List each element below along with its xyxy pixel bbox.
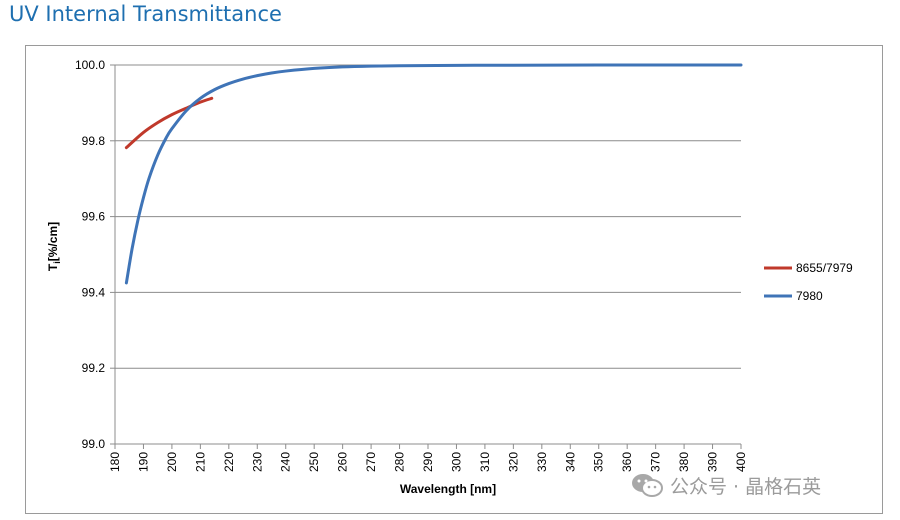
x-tick-label: 220 — [222, 452, 236, 472]
x-tick-label: 360 — [620, 452, 634, 472]
x-tick-label: 250 — [307, 452, 321, 472]
y-tick-label: 99.2 — [82, 361, 106, 375]
y-tick-label: 99.0 — [82, 437, 106, 451]
wechat-bubble-icon — [632, 474, 663, 497]
x-tick-label: 310 — [478, 452, 492, 472]
watermark-text: 公众号 · 晶格石英 — [670, 475, 822, 498]
y-tick-label: 99.8 — [82, 134, 106, 148]
x-tick-label: 270 — [364, 452, 378, 472]
legend-label-8655-7979: 8655/7979 — [796, 261, 853, 275]
axes-layer: 99.0 99.2 99.4 99.6 99.8 100.0 180 190 200 210 220… — [75, 58, 748, 472]
legend-layer: 8655/7979 7980 — [764, 261, 853, 303]
legend-label-7980: 7980 — [796, 289, 823, 303]
series-layer — [124, 63, 743, 285]
x-tick-label: 330 — [535, 452, 549, 472]
x-tick-label: 230 — [250, 452, 264, 472]
x-tick-label: 340 — [563, 452, 577, 472]
series-line-7980 — [124, 63, 743, 285]
y-tick-label: 100.0 — [75, 58, 105, 72]
x-tick-label: 240 — [279, 452, 293, 472]
x-tick-label: 260 — [336, 452, 350, 472]
x-tick-label: 180 — [108, 452, 122, 472]
y-axis-title: Ti[%/cm] — [46, 222, 62, 271]
series-line-8655-7979 — [124, 96, 214, 150]
x-tick-label: 280 — [393, 452, 407, 472]
page-title: UV Internal Transmittance — [9, 2, 282, 26]
y-tick-label: 99.6 — [82, 210, 106, 224]
x-tick-label: 290 — [421, 452, 435, 472]
x-tick-label: 190 — [136, 452, 150, 472]
watermark: 公众号 · 晶格石英 — [630, 472, 821, 498]
chart-frame — [25, 45, 883, 514]
x-tick-label: 370 — [649, 452, 663, 472]
y-axis-title-main: T — [46, 263, 60, 271]
x-tick-label: 300 — [449, 452, 463, 472]
y-axis-title-subscript: i — [52, 261, 62, 264]
x-tick-label: 390 — [706, 452, 720, 472]
x-tick-label: 380 — [677, 452, 691, 472]
x-tick-label: 200 — [165, 452, 179, 472]
x-axis-title: Wavelength [nm] — [400, 482, 496, 496]
y-axis-title-unit: [%/cm] — [46, 222, 60, 261]
y-tick-label: 99.4 — [82, 285, 106, 299]
x-tick-label: 350 — [592, 452, 606, 472]
x-tick-label: 320 — [506, 452, 520, 472]
x-tick-label: 400 — [734, 452, 748, 472]
grid-layer — [115, 64, 741, 445]
x-tick-label: 210 — [193, 452, 207, 472]
